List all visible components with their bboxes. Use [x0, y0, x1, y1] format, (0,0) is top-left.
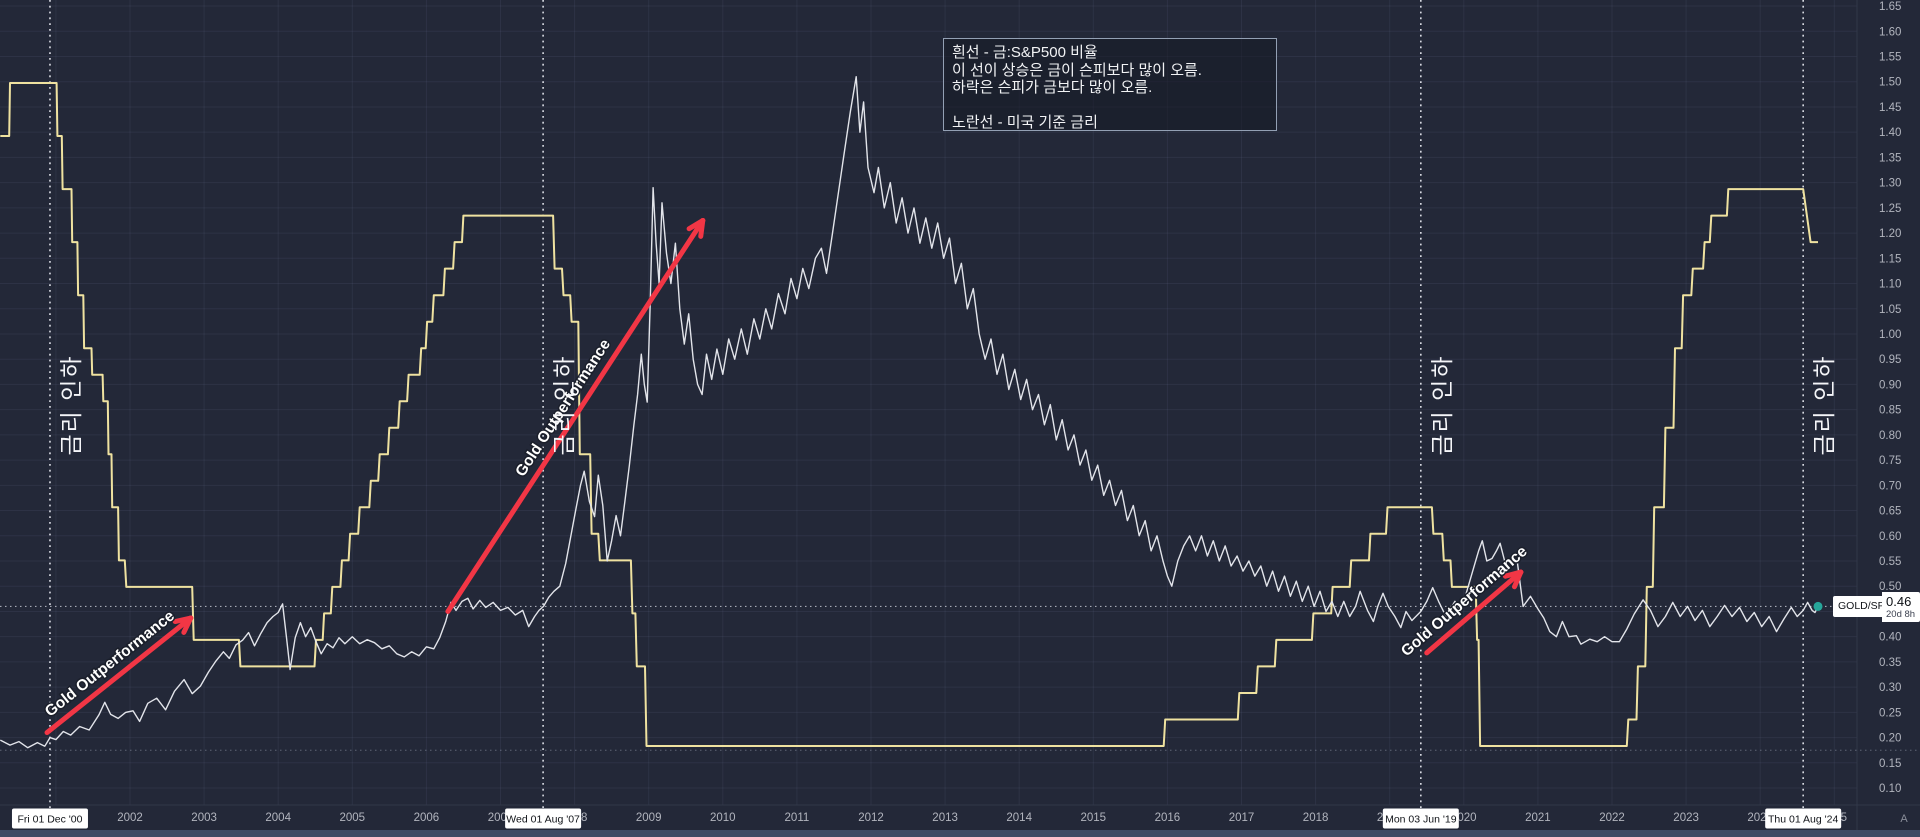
rate-cut-label: 금리 인하	[1429, 354, 1455, 455]
arrow-head	[698, 217, 706, 239]
price-tick-label: 1.65	[1879, 1, 1901, 13]
year-tick-label: 2010	[710, 812, 736, 824]
event-date-tag-bg	[1765, 808, 1842, 829]
event-date-tag-bg	[1382, 808, 1459, 829]
price-tick-label: 1.00	[1879, 329, 1901, 341]
price-tick-label: 0.85	[1879, 405, 1901, 417]
price-tick-label: 1.10	[1879, 279, 1901, 291]
event-date-tag-bg	[11, 808, 88, 829]
last-price-label: 0.46 20d 8h	[1882, 592, 1920, 622]
price-tick-label: 0.15	[1879, 758, 1901, 770]
event-date-tag: Wed 01 Aug '07	[505, 808, 582, 829]
year-tick-label: 2011	[785, 812, 810, 824]
year-tick-label: 2016	[1155, 812, 1181, 824]
price-tick-label: 1.50	[1879, 77, 1901, 89]
price-tick-label: 0.10	[1879, 783, 1901, 795]
price-tick-label: 0.90	[1879, 379, 1901, 391]
arrow-head	[1511, 569, 1524, 590]
gold-outperformance-arrow[interactable]: Gold Outperformance	[40, 606, 194, 736]
fed-rate-line[interactable]	[0, 82, 1818, 747]
price-tick-label: 1.60	[1879, 26, 1901, 38]
arrow-shaft	[445, 217, 706, 614]
rate-cut-label: 금리 인하	[551, 354, 577, 455]
price-tick-label: 1.55	[1879, 52, 1901, 64]
note-line-down-meaning: 하락은 슨피가 금보다 많이 오름.	[952, 79, 1153, 96]
price-tick-label: 0.60	[1879, 531, 1901, 543]
bar-close-countdown: 20d 8h	[1886, 608, 1916, 620]
year-tick-label: 2012	[858, 812, 884, 824]
last-price-value: 0.46	[1886, 593, 1912, 609]
note-line-blank	[952, 97, 1268, 115]
price-tick-label: 0.65	[1879, 506, 1901, 518]
event-date-tag-text: Fri 01 Dec '00	[17, 814, 82, 826]
event-date-tag: Mon 03 Jun '19	[1382, 808, 1459, 829]
year-tick-label: 2005	[340, 812, 366, 824]
price-tick-label: 0.30	[1879, 682, 1901, 694]
gold-spx-ratio-line[interactable]	[0, 76, 1819, 749]
price-tick-label: 1.20	[1879, 228, 1901, 240]
arrow-shaft	[44, 615, 194, 736]
price-tick-label: 1.45	[1879, 102, 1901, 114]
price-tick-label: 1.35	[1879, 152, 1901, 164]
price-tick-label: 0.80	[1879, 430, 1901, 442]
event-date-tag-bg	[505, 808, 582, 829]
price-tick-label: 0.55	[1879, 556, 1901, 568]
price-tick-label: 1.30	[1879, 178, 1901, 190]
event-date-tag-text: Thu 01 Aug '24	[1768, 814, 1838, 826]
note-line-white-series: 흰선 - 금:S&P500 비율	[952, 44, 1098, 61]
series-symbol-tag: GOLD/SPX	[1833, 596, 1897, 617]
price-tick-label: 1.05	[1879, 304, 1901, 316]
year-tick-label: 2015	[1081, 812, 1107, 824]
last-price-dot	[1813, 601, 1823, 611]
price-tick-label: 1.40	[1879, 127, 1901, 139]
arrow-shaft	[1424, 569, 1524, 656]
year-tick-label: 2022	[1599, 812, 1625, 824]
price-tick-label: 0.70	[1879, 480, 1901, 492]
event-date-tag: Thu 01 Aug '24	[1765, 808, 1842, 829]
axis-settings-button[interactable]: A	[1900, 813, 1908, 825]
price-tick-label: 1.15	[1879, 253, 1901, 265]
arrow-label: Gold Outperformance	[1398, 543, 1531, 660]
price-tick-label: 0.40	[1879, 632, 1901, 644]
year-tick-label: 2023	[1673, 812, 1699, 824]
note-line-yellow-series: 노란선 - 미국 기준 금리	[952, 114, 1098, 131]
note-line-up-meaning: 이 선이 상승은 금이 슨피보다 많이 오름.	[952, 61, 1202, 79]
rate-cut-label: 금리 인하	[58, 354, 84, 455]
price-tick-label: 0.20	[1879, 733, 1901, 745]
price-tick-label: 0.50	[1879, 581, 1901, 593]
year-tick-label: 2003	[191, 812, 217, 824]
price-tick-label: 0.75	[1879, 455, 1901, 467]
price-tick-label: 1.25	[1879, 203, 1901, 215]
event-date-tag-text: Wed 01 Aug '07	[506, 814, 580, 826]
year-tick-label: 2013	[932, 812, 958, 824]
arrow-head	[181, 615, 194, 635]
event-date-tag: Fri 01 Dec '00	[11, 808, 88, 829]
window-edge-bar	[0, 830, 1920, 837]
year-tick-label: 2009	[636, 812, 662, 824]
price-tick-label: 0.35	[1879, 657, 1901, 669]
chart-note-box[interactable]: 흰선 - 금:S&P500 비율 이 선이 상승은 금이 슨피보다 많이 오름.…	[943, 38, 1277, 131]
grid-lines	[0, 0, 1857, 805]
event-date-tag-text: Mon 03 Jun '19	[1385, 814, 1457, 826]
year-tick-label: 2014	[1006, 812, 1032, 824]
arrow-label: Gold Outperformance	[42, 607, 178, 720]
price-axis[interactable]	[1857, 0, 1920, 805]
time-axis[interactable]	[0, 805, 1890, 830]
year-tick-label: 2018	[1303, 812, 1329, 824]
price-tick-label: 0.25	[1879, 707, 1901, 719]
rate-cut-label: 금리 인하	[1811, 354, 1837, 455]
year-tick-label: 2004	[265, 812, 291, 824]
price-tick-label: 0.95	[1879, 354, 1901, 366]
year-tick-label: 2021	[1525, 812, 1551, 824]
year-tick-label: 2006	[414, 812, 440, 824]
year-tick-label: 2017	[1229, 812, 1255, 824]
gold-outperformance-arrow[interactable]: Gold Outperformance	[1397, 541, 1533, 661]
year-tick-label: 2002	[117, 812, 143, 824]
